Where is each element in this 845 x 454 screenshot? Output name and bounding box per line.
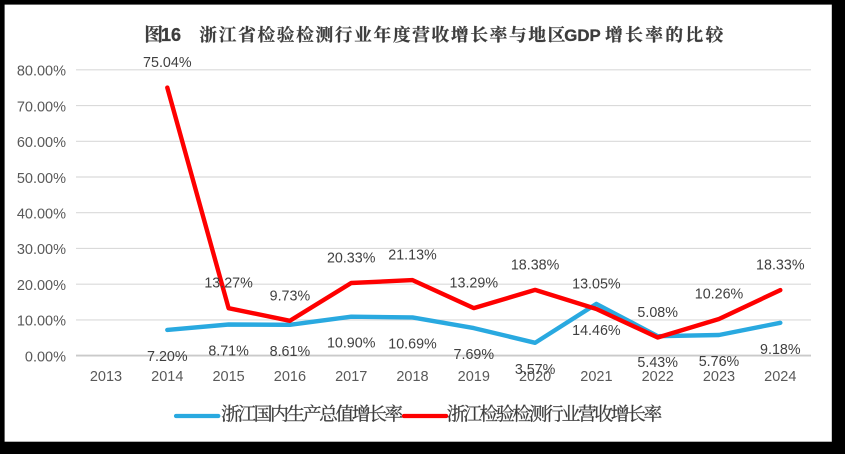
svg-text:5.76%: 5.76% bbox=[699, 354, 740, 370]
svg-text:5.08%: 5.08% bbox=[637, 305, 678, 321]
svg-text:2023: 2023 bbox=[703, 369, 735, 385]
svg-text:18.33%: 18.33% bbox=[756, 258, 805, 274]
svg-text:40.00%: 40.00% bbox=[17, 207, 66, 223]
svg-text:50.00%: 50.00% bbox=[17, 171, 66, 187]
svg-text:3.57%: 3.57% bbox=[515, 362, 556, 378]
svg-text:7.69%: 7.69% bbox=[454, 347, 495, 363]
svg-text:2018: 2018 bbox=[396, 369, 428, 385]
svg-text:2021: 2021 bbox=[580, 369, 612, 385]
svg-text:2022: 2022 bbox=[642, 369, 674, 385]
svg-text:30.00%: 30.00% bbox=[17, 242, 66, 258]
svg-text:80.00%: 80.00% bbox=[17, 64, 66, 80]
svg-text:2017: 2017 bbox=[335, 369, 367, 385]
svg-text:2020: 2020 bbox=[519, 369, 551, 385]
svg-text:13.27%: 13.27% bbox=[204, 276, 253, 292]
svg-text:5.43%: 5.43% bbox=[637, 355, 678, 371]
svg-text:GDP: GDP bbox=[564, 26, 600, 45]
svg-text:8.71%: 8.71% bbox=[208, 344, 249, 360]
svg-text:8.61%: 8.61% bbox=[270, 344, 311, 360]
svg-text:13.05%: 13.05% bbox=[572, 277, 621, 293]
svg-text:20.33%: 20.33% bbox=[327, 251, 376, 267]
svg-text:10.69%: 10.69% bbox=[388, 336, 437, 352]
svg-text:70.00%: 70.00% bbox=[17, 99, 66, 115]
svg-text:10.90%: 10.90% bbox=[327, 336, 376, 352]
svg-text:2019: 2019 bbox=[458, 369, 490, 385]
svg-text:2014: 2014 bbox=[151, 369, 183, 385]
svg-text:60.00%: 60.00% bbox=[17, 135, 66, 151]
svg-text:75.04%: 75.04% bbox=[143, 55, 192, 71]
svg-text:9.73%: 9.73% bbox=[270, 288, 311, 304]
svg-text:16: 16 bbox=[161, 25, 181, 45]
svg-text:2016: 2016 bbox=[274, 369, 306, 385]
svg-text:14.46%: 14.46% bbox=[572, 323, 621, 339]
svg-text:9.18%: 9.18% bbox=[760, 342, 801, 358]
svg-text:18.38%: 18.38% bbox=[511, 257, 560, 273]
svg-text:2024: 2024 bbox=[764, 369, 796, 385]
svg-text:2013: 2013 bbox=[90, 369, 122, 385]
svg-text:13.29%: 13.29% bbox=[450, 276, 499, 292]
svg-text:0.00%: 0.00% bbox=[25, 349, 66, 365]
svg-text:21.13%: 21.13% bbox=[388, 248, 437, 264]
svg-text:2015: 2015 bbox=[212, 369, 244, 385]
svg-text:7.20%: 7.20% bbox=[147, 349, 188, 365]
svg-text:10.26%: 10.26% bbox=[695, 287, 744, 303]
svg-text:10.00%: 10.00% bbox=[17, 314, 66, 330]
svg-text:20.00%: 20.00% bbox=[17, 278, 66, 294]
